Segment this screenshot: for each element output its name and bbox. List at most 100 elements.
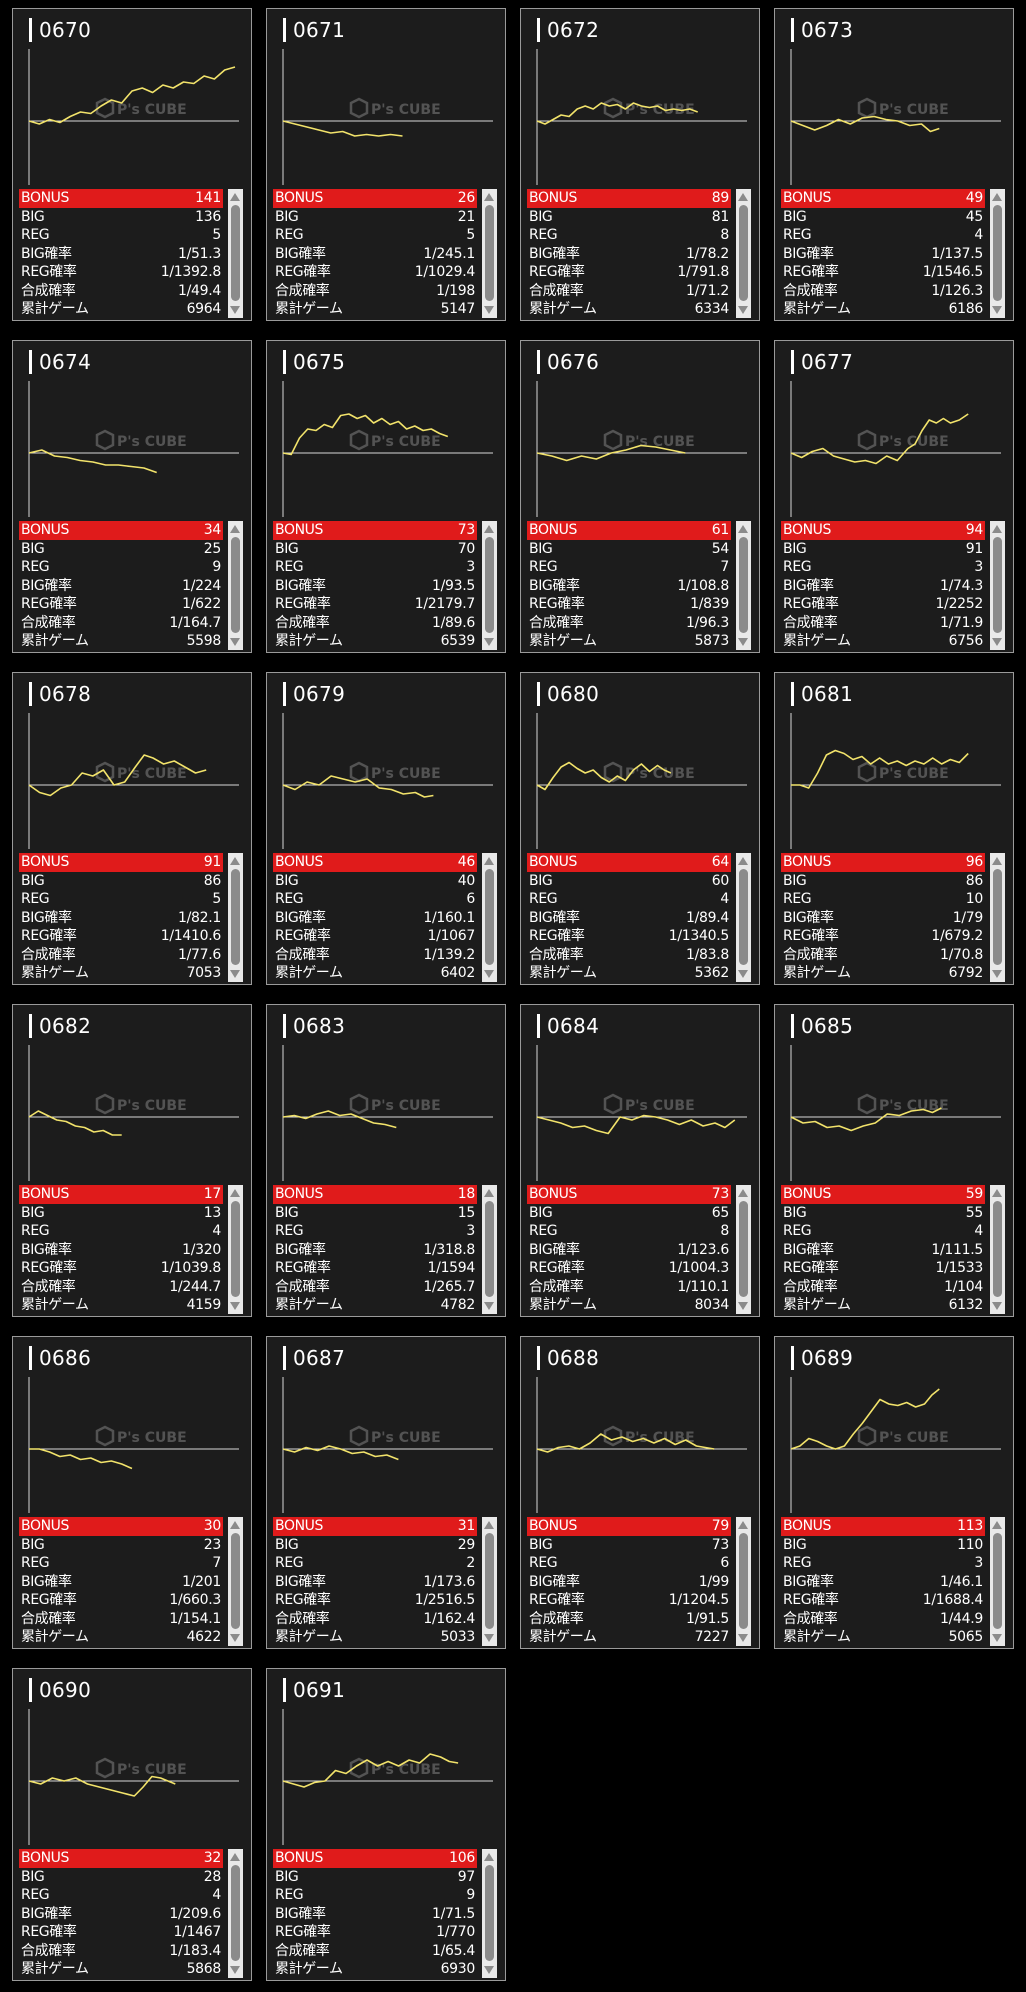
stats-scrollbar[interactable] bbox=[736, 521, 751, 650]
scroll-down-arrow-icon[interactable] bbox=[992, 970, 1002, 978]
scroll-thumb[interactable] bbox=[993, 205, 1002, 301]
scroll-up-arrow-icon[interactable] bbox=[992, 1189, 1002, 1197]
scroll-down-arrow-icon[interactable] bbox=[992, 1634, 1002, 1642]
scroll-up-arrow-icon[interactable] bbox=[738, 193, 748, 201]
scroll-thumb[interactable] bbox=[231, 205, 240, 301]
scroll-up-arrow-icon[interactable] bbox=[230, 857, 240, 865]
scroll-thumb[interactable] bbox=[485, 205, 494, 301]
machine-card[interactable]: 0686 P's CUBE BONUS 30 BIG 23 REG 7 BIG確率 1/201 RE… bbox=[12, 1336, 252, 1649]
machine-card[interactable]: 0678 P's CUBE BONUS 91 BIG 86 REG 5 BIG確率 1/82.1 R… bbox=[12, 672, 252, 985]
scroll-down-arrow-icon[interactable] bbox=[230, 1966, 240, 1974]
scroll-thumb[interactable] bbox=[485, 869, 494, 965]
scroll-up-arrow-icon[interactable] bbox=[992, 857, 1002, 865]
scroll-up-arrow-icon[interactable] bbox=[230, 525, 240, 533]
scroll-thumb[interactable] bbox=[231, 869, 240, 965]
stats-scrollbar[interactable] bbox=[228, 189, 243, 318]
scroll-down-arrow-icon[interactable] bbox=[484, 638, 494, 646]
machine-card[interactable]: 0691 P's CUBE BONUS 106 BIG 97 REG 9 BIG確率 1/71.5… bbox=[266, 1668, 506, 1981]
scroll-down-arrow-icon[interactable] bbox=[738, 1634, 748, 1642]
machine-card[interactable]: 0677 P's CUBE BONUS 94 BIG 91 REG 3 BIG確率 1/74.3 R… bbox=[774, 340, 1014, 653]
stats-scrollbar[interactable] bbox=[736, 1517, 751, 1646]
scroll-thumb[interactable] bbox=[231, 1865, 240, 1961]
machine-card[interactable]: 0673 P's CUBE BONUS 49 BIG 45 REG 4 BIG確率 1/137.5… bbox=[774, 8, 1014, 321]
stats-scrollbar[interactable] bbox=[736, 189, 751, 318]
machine-card[interactable]: 0682 P's CUBE BONUS 17 BIG 13 REG 4 BIG確率 1/320 RE… bbox=[12, 1004, 252, 1317]
stats-scrollbar[interactable] bbox=[990, 1517, 1005, 1646]
stats-scrollbar[interactable] bbox=[736, 1185, 751, 1314]
scroll-up-arrow-icon[interactable] bbox=[484, 1521, 494, 1529]
stats-scrollbar[interactable] bbox=[482, 1849, 497, 1978]
scroll-up-arrow-icon[interactable] bbox=[484, 857, 494, 865]
scroll-up-arrow-icon[interactable] bbox=[230, 1189, 240, 1197]
stats-scrollbar[interactable] bbox=[990, 521, 1005, 650]
scroll-thumb[interactable] bbox=[993, 869, 1002, 965]
scroll-up-arrow-icon[interactable] bbox=[992, 193, 1002, 201]
stats-scrollbar[interactable] bbox=[990, 189, 1005, 318]
scroll-down-arrow-icon[interactable] bbox=[484, 970, 494, 978]
scroll-thumb[interactable] bbox=[993, 1533, 1002, 1629]
scroll-down-arrow-icon[interactable] bbox=[230, 1634, 240, 1642]
scroll-down-arrow-icon[interactable] bbox=[738, 306, 748, 314]
stats-scrollbar[interactable] bbox=[228, 1849, 243, 1978]
scroll-down-arrow-icon[interactable] bbox=[738, 970, 748, 978]
scroll-up-arrow-icon[interactable] bbox=[484, 1189, 494, 1197]
stats-scrollbar[interactable] bbox=[990, 853, 1005, 982]
scroll-up-arrow-icon[interactable] bbox=[484, 193, 494, 201]
scroll-down-arrow-icon[interactable] bbox=[484, 1966, 494, 1974]
scroll-thumb[interactable] bbox=[485, 1865, 494, 1961]
machine-card[interactable]: 0679 P's CUBE BONUS 46 BIG 40 REG 6 BIG確率 1/160.1… bbox=[266, 672, 506, 985]
scroll-thumb[interactable] bbox=[739, 1533, 748, 1629]
stats-scrollbar[interactable] bbox=[736, 853, 751, 982]
scroll-down-arrow-icon[interactable] bbox=[484, 1634, 494, 1642]
stats-scrollbar[interactable] bbox=[990, 1185, 1005, 1314]
machine-card[interactable]: 0688 P's CUBE BONUS 79 BIG 73 REG 6 BIG確率 1/99 REG… bbox=[520, 1336, 760, 1649]
scroll-up-arrow-icon[interactable] bbox=[992, 525, 1002, 533]
scroll-up-arrow-icon[interactable] bbox=[738, 857, 748, 865]
scroll-down-arrow-icon[interactable] bbox=[992, 638, 1002, 646]
stats-scrollbar[interactable] bbox=[228, 1185, 243, 1314]
machine-card[interactable]: 0680 P's CUBE BONUS 64 BIG 60 REG 4 BIG確率 1/89.4 R… bbox=[520, 672, 760, 985]
scroll-thumb[interactable] bbox=[485, 1201, 494, 1297]
stats-scrollbar[interactable] bbox=[482, 1185, 497, 1314]
scroll-up-arrow-icon[interactable] bbox=[484, 1853, 494, 1861]
machine-card[interactable]: 0683 P's CUBE BONUS 18 BIG 15 REG 3 BIG確率 1/318.8… bbox=[266, 1004, 506, 1317]
scroll-down-arrow-icon[interactable] bbox=[484, 1302, 494, 1310]
scroll-up-arrow-icon[interactable] bbox=[484, 525, 494, 533]
scroll-thumb[interactable] bbox=[739, 205, 748, 301]
scroll-thumb[interactable] bbox=[739, 1201, 748, 1297]
machine-card[interactable]: 0670 P's CUBE BONUS 141 BIG 136 REG 5 BIG確率 1/51.… bbox=[12, 8, 252, 321]
machine-card[interactable]: 0674 P's CUBE BONUS 34 BIG 25 REG 9 BIG確率 1/224 RE… bbox=[12, 340, 252, 653]
scroll-up-arrow-icon[interactable] bbox=[230, 193, 240, 201]
stats-scrollbar[interactable] bbox=[482, 521, 497, 650]
machine-card[interactable]: 0672 P's CUBE BONUS 89 BIG 81 REG 8 BIG確率 1/78.2 R… bbox=[520, 8, 760, 321]
scroll-thumb[interactable] bbox=[485, 537, 494, 633]
machine-card[interactable]: 0684 P's CUBE BONUS 73 BIG 65 REG 8 BIG確率 1/123.6… bbox=[520, 1004, 760, 1317]
scroll-thumb[interactable] bbox=[739, 869, 748, 965]
scroll-thumb[interactable] bbox=[231, 1533, 240, 1629]
scroll-down-arrow-icon[interactable] bbox=[992, 1302, 1002, 1310]
machine-card[interactable]: 0671 P's CUBE BONUS 26 BIG 21 REG 5 BIG確率 1/245.1… bbox=[266, 8, 506, 321]
stats-scrollbar[interactable] bbox=[482, 1517, 497, 1646]
scroll-up-arrow-icon[interactable] bbox=[738, 1189, 748, 1197]
scroll-down-arrow-icon[interactable] bbox=[738, 1302, 748, 1310]
scroll-down-arrow-icon[interactable] bbox=[992, 306, 1002, 314]
scroll-up-arrow-icon[interactable] bbox=[230, 1853, 240, 1861]
scroll-down-arrow-icon[interactable] bbox=[230, 1302, 240, 1310]
machine-card[interactable]: 0681 P's CUBE BONUS 96 BIG 86 REG 10 BIG確率 1/79 RE… bbox=[774, 672, 1014, 985]
machine-card[interactable]: 0685 P's CUBE BONUS 59 BIG 55 REG 4 BIG確率 1/111.5… bbox=[774, 1004, 1014, 1317]
machine-card[interactable]: 0676 P's CUBE BONUS 61 BIG 54 REG 7 BIG確率 1/108.8… bbox=[520, 340, 760, 653]
stats-scrollbar[interactable] bbox=[482, 853, 497, 982]
machine-card[interactable]: 0687 P's CUBE BONUS 31 BIG 29 REG 2 BIG確率 1/173.6… bbox=[266, 1336, 506, 1649]
scroll-thumb[interactable] bbox=[993, 537, 1002, 633]
scroll-up-arrow-icon[interactable] bbox=[738, 1521, 748, 1529]
stats-scrollbar[interactable] bbox=[228, 521, 243, 650]
scroll-down-arrow-icon[interactable] bbox=[230, 306, 240, 314]
scroll-up-arrow-icon[interactable] bbox=[738, 525, 748, 533]
scroll-down-arrow-icon[interactable] bbox=[738, 638, 748, 646]
scroll-thumb[interactable] bbox=[231, 1201, 240, 1297]
stats-scrollbar[interactable] bbox=[228, 1517, 243, 1646]
scroll-thumb[interactable] bbox=[231, 537, 240, 633]
scroll-thumb[interactable] bbox=[485, 1533, 494, 1629]
scroll-up-arrow-icon[interactable] bbox=[992, 1521, 1002, 1529]
machine-card[interactable]: 0675 P's CUBE BONUS 73 BIG 70 REG 3 BIG確率 1/93.5 R… bbox=[266, 340, 506, 653]
